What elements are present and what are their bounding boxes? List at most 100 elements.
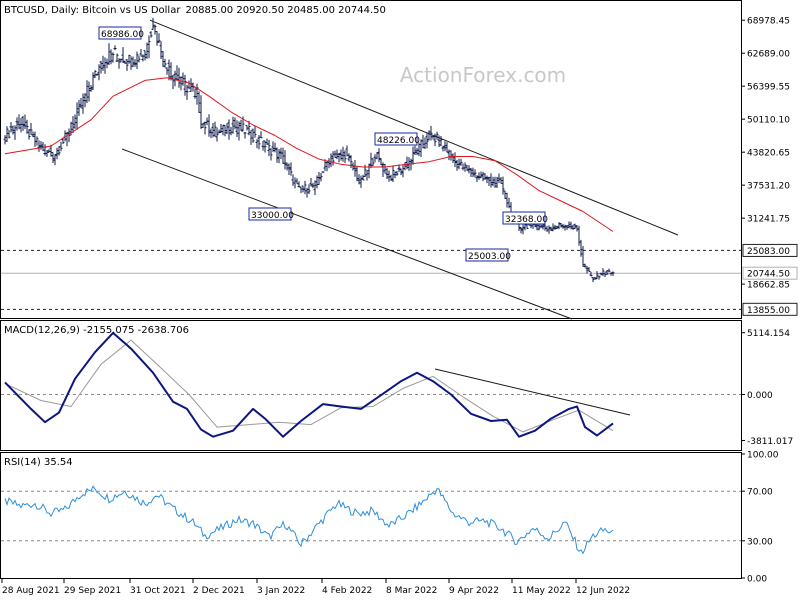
price-bar — [283, 150, 287, 170]
rsi-axis-tick: 0.00 — [747, 575, 767, 585]
price-bar — [235, 120, 239, 138]
price-bar — [449, 150, 453, 161]
price-bar — [431, 135, 435, 140]
price-bar — [167, 59, 171, 81]
price-bar — [603, 272, 607, 277]
price-bar — [289, 162, 293, 176]
price-bar — [495, 176, 499, 188]
price-bar — [371, 158, 375, 167]
price-bar — [337, 152, 341, 163]
macd-panel-frame — [0, 320, 742, 451]
price-bar — [439, 136, 443, 147]
price-bar — [321, 171, 325, 174]
price-bar — [31, 131, 35, 138]
trend-lines — [121, 19, 679, 320]
price-bar — [261, 140, 265, 151]
level-value-label: 20744.50 — [742, 266, 798, 280]
rsi-panel-frame — [0, 452, 742, 579]
price-bar — [425, 132, 429, 149]
price-bar — [59, 141, 63, 152]
price-bar — [93, 70, 97, 79]
price-bar — [347, 153, 351, 162]
price-bar — [15, 117, 19, 131]
price-bar — [209, 128, 213, 139]
date-axis-tick: 9 Apr 2022 — [449, 586, 499, 596]
price-bar — [343, 150, 347, 163]
price-annotation: 32368.00 — [502, 211, 548, 225]
price-bar — [89, 85, 93, 92]
price-bar — [535, 223, 539, 231]
upper-channel-line — [149, 19, 679, 236]
chart-title: BTCUSD, Daily: Bitcoin vs US Dollar 20885… — [4, 5, 386, 16]
price-bar — [549, 226, 553, 232]
price-bar — [125, 59, 129, 71]
svg-text:32368.00: 32368.00 — [505, 215, 548, 225]
macd-series — [1, 331, 741, 438]
price-bar — [369, 152, 373, 169]
price-bar — [157, 33, 161, 44]
price-bar — [331, 151, 335, 166]
price-bar — [141, 54, 145, 62]
price-bar — [73, 114, 77, 129]
price-bar — [571, 224, 575, 231]
price-bar — [19, 118, 23, 133]
price-bar — [453, 152, 457, 168]
price-bar — [541, 223, 545, 230]
price-bar — [37, 140, 41, 152]
level-value-label: 13855.00 — [742, 302, 798, 316]
price-bar — [405, 156, 409, 170]
price-bar — [95, 73, 99, 76]
price-bar — [583, 263, 587, 268]
rsi-title: RSI(14) 35.54 — [4, 457, 73, 468]
price-bar — [441, 145, 445, 152]
price-bar — [595, 271, 599, 280]
macd-title: MACD(12,26,9) -2155.075 -2638.706 — [4, 325, 189, 336]
price-bar — [285, 162, 289, 171]
price-bar — [13, 125, 17, 140]
price-bar — [271, 141, 275, 152]
price-bar — [605, 269, 609, 275]
price-bar — [83, 93, 87, 108]
price-bar — [171, 74, 175, 90]
price-bar — [253, 125, 257, 138]
price-bar — [313, 180, 317, 195]
price-bar — [57, 146, 61, 156]
moving-average-line — [4, 77, 614, 232]
macd-axis-tick: -3811.017 — [747, 437, 793, 447]
price-bar — [179, 76, 183, 91]
price-bar — [399, 168, 403, 176]
price-bar — [131, 56, 135, 68]
price-bar — [225, 123, 229, 135]
price-bar — [389, 174, 393, 181]
price-bar — [325, 161, 329, 172]
price-bar — [551, 223, 555, 232]
price-bar — [255, 139, 259, 149]
price-bar — [29, 122, 33, 135]
price-bar — [437, 135, 441, 147]
price-bar — [117, 58, 121, 69]
price-bar — [333, 150, 337, 159]
price-bar — [411, 146, 415, 165]
date-axis-tick: 2 Dec 2021 — [193, 586, 245, 596]
price-bar — [381, 162, 385, 178]
price-axis-tick: 43820.65 — [747, 149, 790, 159]
price-bar — [99, 60, 103, 74]
price-bar — [107, 43, 111, 66]
price-bar — [139, 48, 143, 57]
level-value-label: 25083.00 — [742, 243, 798, 257]
price-bar — [559, 222, 563, 228]
price-bar — [97, 64, 101, 81]
price-bar — [487, 176, 491, 186]
date-axis-tick: 29 Sep 2021 — [64, 586, 121, 596]
price-bar — [593, 276, 597, 280]
date-axis-tick: 28 Aug 2021 — [2, 586, 60, 596]
price-bar — [177, 67, 181, 88]
price-bar — [239, 119, 243, 131]
price-bar — [17, 114, 21, 130]
price-bar — [71, 116, 75, 134]
price-bar — [463, 162, 467, 172]
price-bar — [265, 138, 269, 146]
price-bar — [23, 114, 27, 130]
